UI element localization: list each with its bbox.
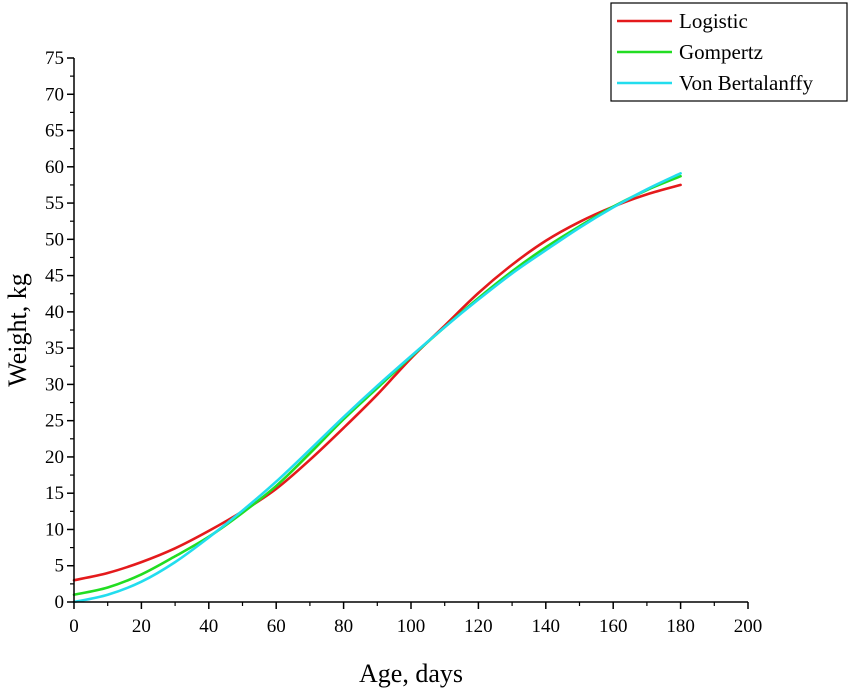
x-tick-label: 180: [666, 616, 695, 637]
y-tick-label: 45: [45, 266, 64, 287]
x-tick-label: 20: [132, 616, 151, 637]
legend-label-gompertz: Gompertz: [679, 40, 763, 64]
y-tick-label: 40: [45, 302, 64, 323]
y-tick-label: 5: [55, 556, 65, 577]
x-tick-label: 100: [397, 616, 426, 637]
x-ticks: 0 20 40 60 80 100 120 140 160 180 200: [69, 602, 762, 637]
x-tick-label: 200: [734, 616, 763, 637]
series-line-von-bertalanffy: [72, 172, 682, 604]
x-tick-label: 120: [464, 616, 493, 637]
x-axis-title: Age, days: [359, 659, 463, 688]
x-tick-label: 60: [267, 616, 286, 637]
y-tick-label: 10: [45, 519, 64, 540]
y-tick-label: 60: [45, 157, 64, 178]
y-tick-label: 15: [45, 483, 64, 504]
y-tick-label: 25: [45, 411, 64, 432]
y-tick-label: 65: [45, 121, 64, 142]
y-tick-label: 55: [45, 193, 64, 214]
x-tick-label: 40: [199, 616, 218, 637]
y-tick-label: 50: [45, 229, 64, 250]
y-tick-label: 35: [45, 338, 64, 359]
y-tick-label: 70: [45, 84, 64, 105]
y-ticks: 0 5 10 15 20 25 30 35 40 45 50 55 60 65 70 75: [45, 48, 74, 613]
y-tick-label: 0: [55, 592, 65, 613]
axes: 0 20 40 60 80 100 120 140 160 180 200 0 5 10 15 20 25 30…: [45, 48, 762, 637]
y-axis-title: Weight, kg: [3, 273, 32, 386]
y-tick-label: 30: [45, 374, 64, 395]
x-tick-label: 160: [599, 616, 628, 637]
legend: Logistic Gompertz Von Bertalanffy: [610, 2, 848, 102]
series-line-logistic: [72, 183, 682, 582]
y-tick-label: 20: [45, 447, 64, 468]
x-tick-label: 140: [532, 616, 561, 637]
legend-label-logistic: Logistic: [679, 9, 748, 33]
x-tick-label: 0: [69, 616, 79, 637]
y-tick-label: 75: [45, 48, 64, 69]
plot-lines: [72, 172, 682, 604]
x-tick-label: 80: [334, 616, 353, 637]
legend-label-von-bertalanffy: Von Bertalanffy: [679, 71, 813, 95]
